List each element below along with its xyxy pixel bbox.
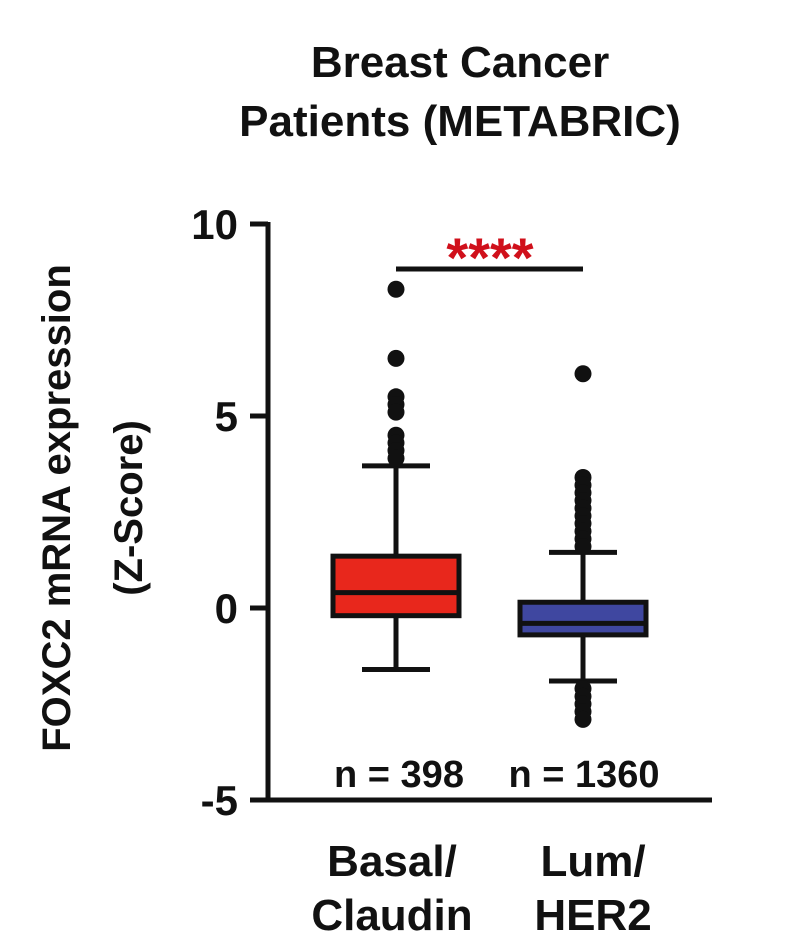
outlier-point xyxy=(387,449,405,467)
outlier-point xyxy=(387,349,405,367)
chart-title-line-1: Breast Cancer xyxy=(310,38,610,87)
y-tick-label: 0 xyxy=(215,585,238,632)
iqr-box xyxy=(517,599,649,638)
outlier-point xyxy=(574,538,592,556)
box-basal-claudin xyxy=(330,280,462,672)
significance-stars: **** xyxy=(446,226,533,289)
outlier-point xyxy=(574,710,592,728)
y-tick-label: -5 xyxy=(201,777,238,824)
iqr-box xyxy=(330,553,462,619)
y-tick-label: 5 xyxy=(215,393,238,440)
outlier-point xyxy=(387,403,405,421)
category-label-basal-line-1: Basal/ xyxy=(327,837,457,886)
y-tick-label: 10 xyxy=(191,201,238,248)
category-label-lum-line-1: Lum/ xyxy=(540,837,645,886)
category-label-basal-line-2: Claudin xyxy=(311,891,472,940)
y-axis-label-line-2: (Z-Score) xyxy=(107,420,151,596)
n-label-basal: n = 398 xyxy=(334,754,464,796)
outlier-point xyxy=(387,280,405,298)
y-axis-label-line-1: FOXC2 mRNA expression xyxy=(35,264,79,752)
category-label-lum-line-2: HER2 xyxy=(534,891,651,940)
n-label-lum: n = 1360 xyxy=(508,754,659,796)
chart-title-line-2: Patients (METABRIC) xyxy=(239,97,681,146)
outlier-point xyxy=(574,365,592,383)
box-lum-her2 xyxy=(517,365,649,728)
